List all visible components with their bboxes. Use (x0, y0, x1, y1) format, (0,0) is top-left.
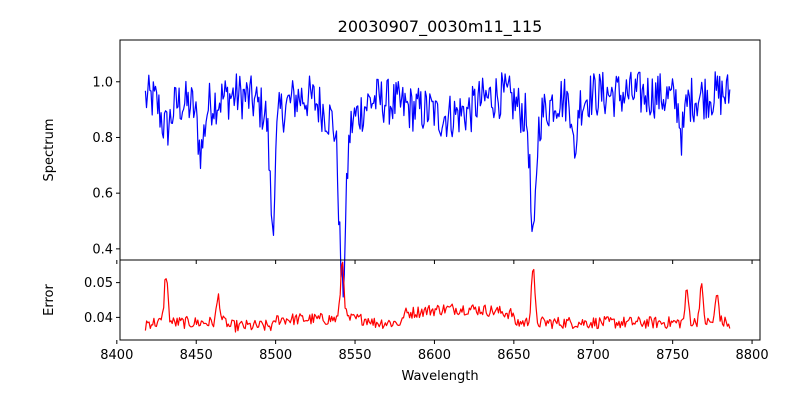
spectrum-y-tick-label: 0.4 (92, 242, 113, 257)
x-tick-label: 8500 (259, 348, 292, 363)
spectrum-y-tick-label: 0.8 (92, 131, 113, 146)
spectrum-y-axis-label: Spectrum (42, 119, 57, 182)
x-tick-label: 8400 (100, 348, 133, 363)
spectrum-y-ticks: 0.4 0.6 0.8 1.0 (92, 75, 120, 257)
x-tick-label: 8800 (736, 348, 769, 363)
chart-title: 20030907_0030m11_115 (338, 17, 543, 37)
error-y-tick-label: 0.04 (84, 311, 113, 326)
spectrum-y-tick-label: 1.0 (92, 75, 113, 90)
error-plot-area (119, 259, 761, 341)
spectrum-x-ticks (116, 260, 753, 264)
error-line (144, 261, 731, 333)
x-tick-label: 8600 (418, 348, 451, 363)
error-panel: Error Wavelength 0.04 0.05 8400 8450 8500 85… (42, 259, 769, 384)
error-y-ticks: 0.04 0.05 (84, 276, 120, 326)
spectrum-panel: Spectrum 0.4 0.6 0.8 1.0 (42, 39, 761, 298)
spectrum-y-tick-label: 0.6 (92, 187, 113, 202)
spectrum-line (144, 71, 731, 298)
x-tick-label: 8450 (180, 348, 213, 363)
spectrum-plot-area (119, 39, 761, 261)
x-tick-label: 8550 (338, 348, 371, 363)
error-y-tick-label: 0.05 (84, 276, 113, 291)
x-tick-label: 8700 (577, 348, 610, 363)
error-y-axis-label: Error (42, 284, 57, 316)
x-axis-label: Wavelength (401, 369, 478, 384)
error-x-ticks: 8400 8450 8500 8550 8600 8650 8700 8750 8800 (100, 340, 769, 363)
x-tick-label: 8650 (497, 348, 530, 363)
x-tick-label: 8750 (656, 348, 689, 363)
